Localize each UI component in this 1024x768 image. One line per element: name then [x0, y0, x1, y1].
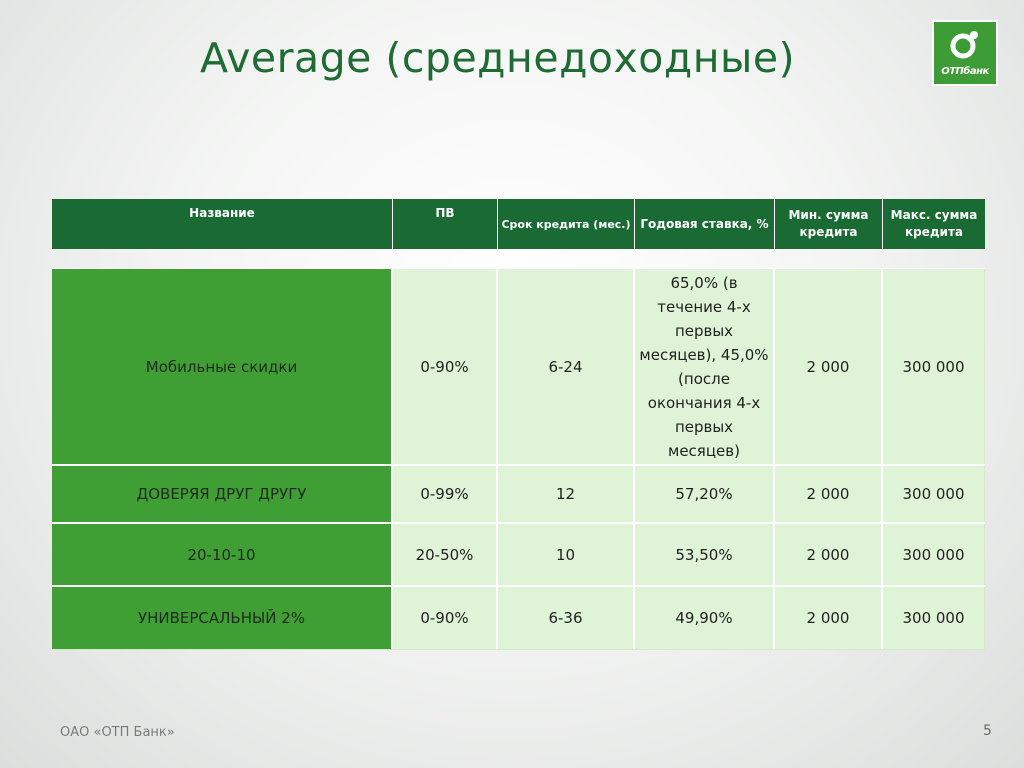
header-min: Мин. сумма кредита: [775, 199, 883, 249]
table-row: УНИВЕРСАЛЬНЫЙ 2% 0-90% 6-36 49,90% 2 000…: [52, 587, 985, 650]
cell-pv: 0-90%: [393, 269, 498, 464]
cell-min: 2 000: [775, 466, 883, 522]
otp-bank-logo: ОТПбанк: [932, 20, 998, 86]
cell-term: 10: [498, 524, 635, 585]
cell-max: 300 000: [883, 466, 985, 522]
table-row: Мобильные скидки 0-90% 6-24 65,0% (в теч…: [52, 269, 985, 466]
cell-name: Мобильные скидки: [52, 269, 393, 464]
header-rate: Годовая ставка, %: [635, 199, 775, 249]
cell-min: 2 000: [775, 269, 883, 464]
cell-term: 12: [498, 466, 635, 522]
cell-name: 20-10-10: [52, 524, 393, 585]
cell-rate: 65,0% (в течение 4-х первых месяцев), 45…: [635, 269, 775, 464]
cell-name: ДОВЕРЯЯ ДРУГ ДРУГУ: [52, 466, 393, 522]
cell-pv: 0-99%: [393, 466, 498, 522]
header-term: Срок кредита (мес.): [498, 199, 635, 249]
credit-table: Мобильные скидки 0-90% 6-24 65,0% (в теч…: [52, 268, 985, 650]
otp-logo-icon: [950, 31, 978, 59]
header-pv: ПВ: [393, 199, 498, 249]
cell-rate: 57,20%: [635, 466, 775, 522]
cell-rate: 53,50%: [635, 524, 775, 585]
footer-company: ОАО «ОТП Банк»: [60, 725, 175, 740]
cell-pv: 20-50%: [393, 524, 498, 585]
cell-rate: 49,90%: [635, 587, 775, 649]
table-row: 20-10-10 20-50% 10 53,50% 2 000 300 000: [52, 524, 985, 587]
table-header: Название ПВ Срок кредита (мес.) Годовая …: [52, 199, 985, 249]
cell-term: 6-24: [498, 269, 635, 464]
cell-term: 6-36: [498, 587, 635, 649]
page-number: 5: [983, 723, 992, 739]
cell-max: 300 000: [883, 269, 985, 464]
header-max: Макс. сумма кредита: [890, 208, 978, 239]
slide-title: Average (среднедоходные): [200, 34, 796, 82]
table-row: ДОВЕРЯЯ ДРУГ ДРУГУ 0-99% 12 57,20% 2 000…: [52, 466, 985, 524]
cell-min: 2 000: [775, 524, 883, 585]
cell-pv: 0-90%: [393, 587, 498, 649]
cell-max: 300 000: [883, 524, 985, 585]
logo-text: ОТПбанк: [941, 66, 989, 77]
cell-min: 2 000: [775, 587, 883, 649]
header-name: Название: [52, 199, 393, 249]
cell-name: УНИВЕРСАЛЬНЫЙ 2%: [52, 587, 393, 649]
cell-max: 300 000: [883, 587, 985, 649]
